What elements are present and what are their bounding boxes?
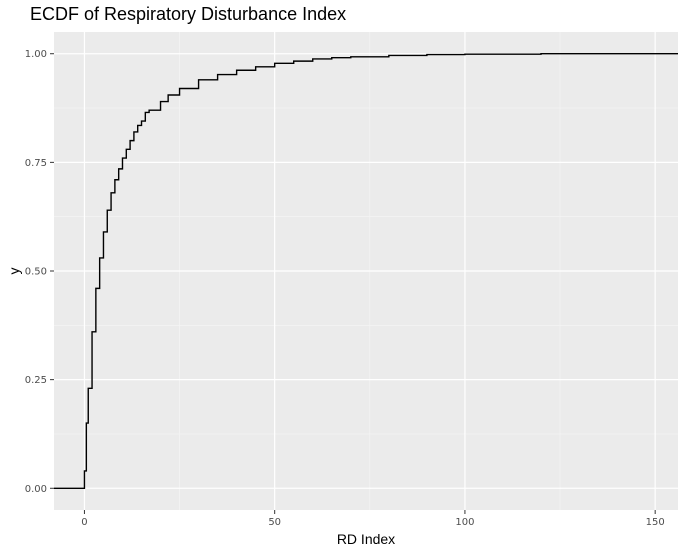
y-tick-label: 0.00 xyxy=(25,484,47,495)
x-tick-label: 0 xyxy=(81,517,87,528)
y-tick-label: 1.00 xyxy=(25,49,47,60)
x-axis-label: RD Index xyxy=(336,531,396,547)
y-tick-label: 0.50 xyxy=(25,267,47,278)
chart-title: ECDF of Respiratory Disturbance Index xyxy=(30,4,347,24)
ecdf-line xyxy=(54,53,678,489)
y-axis-label: y xyxy=(6,267,22,275)
x-tick-label: 100 xyxy=(455,517,474,528)
y-tick-label: 0.75 xyxy=(25,158,47,169)
x-tick-label: 50 xyxy=(268,517,281,528)
y-tick-label: 0.25 xyxy=(25,375,47,386)
x-tick-label: 150 xyxy=(646,517,665,528)
